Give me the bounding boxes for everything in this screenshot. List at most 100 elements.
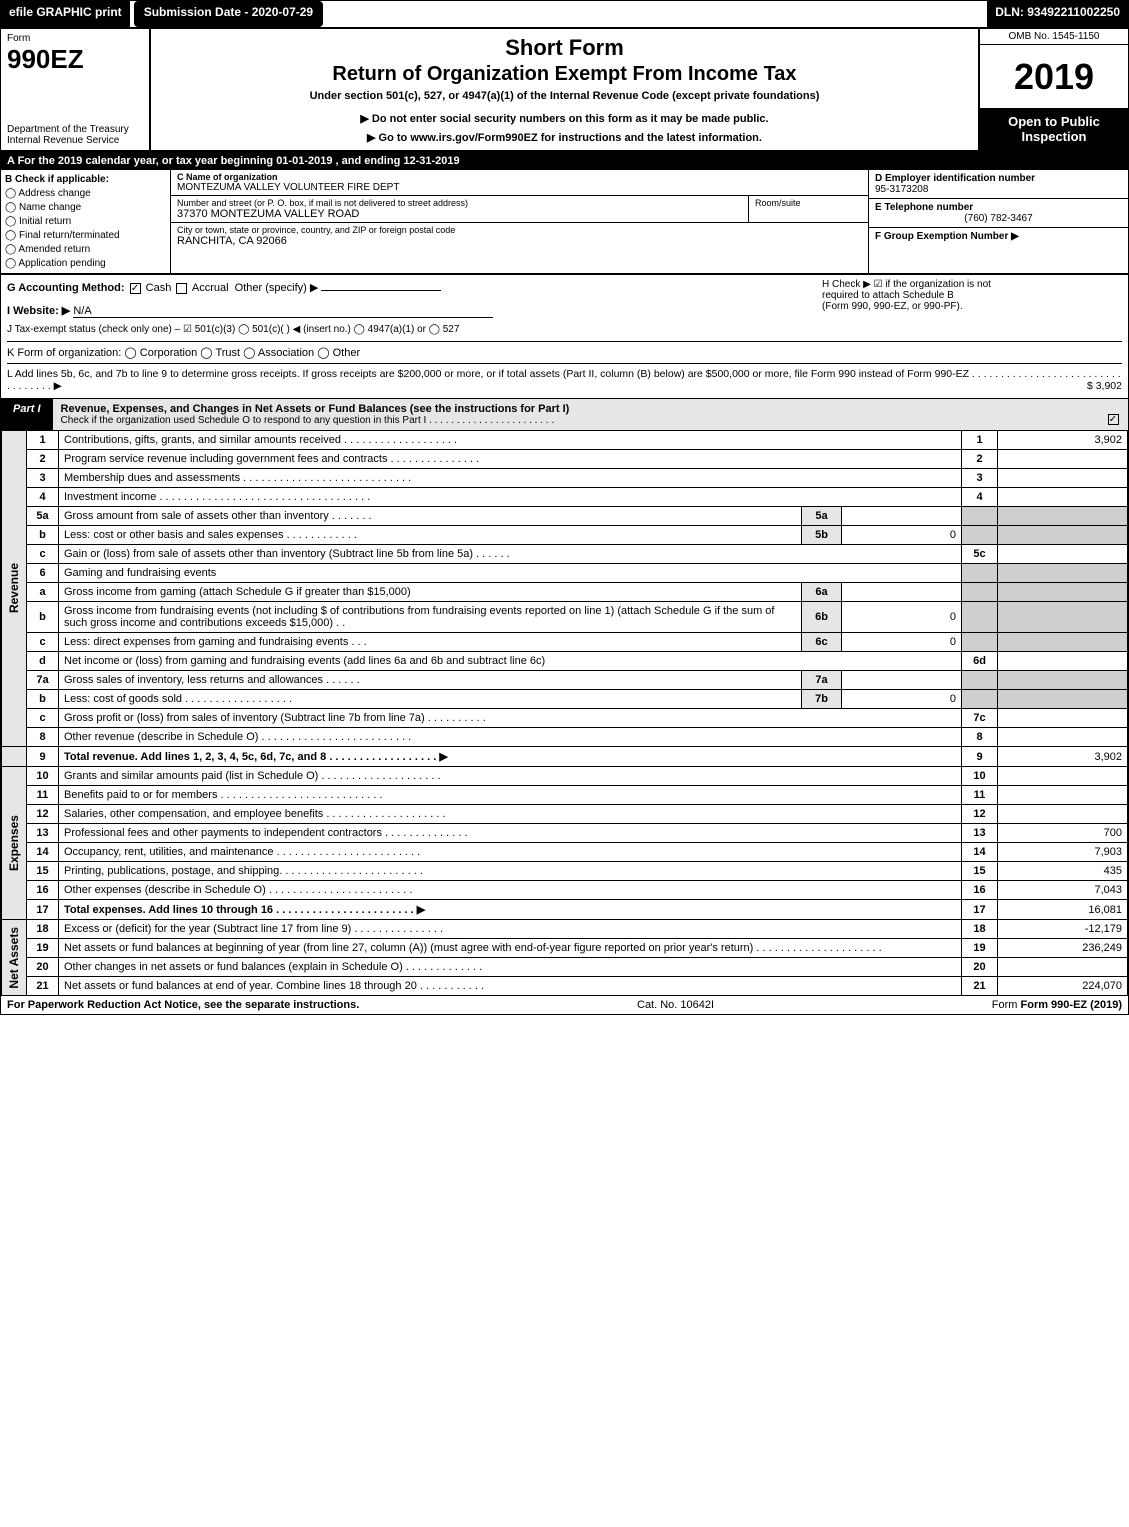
ln11-lnc: 11 <box>962 786 998 805</box>
ln6b-sub: 6b <box>802 602 842 633</box>
side-label-netassets: Net Assets <box>2 920 27 996</box>
ln1-amt: 3,902 <box>998 431 1128 450</box>
part1-subtext: Check if the organization used Schedule … <box>61 415 1090 426</box>
ln1-desc: Contributions, gifts, grants, and simila… <box>59 431 962 450</box>
ln21-amt: 224,070 <box>998 977 1128 996</box>
part1-header: Part I Revenue, Expenses, and Changes in… <box>1 398 1128 430</box>
ln21-lnc: 21 <box>962 977 998 996</box>
ln5b-sub: 5b <box>802 526 842 545</box>
ln5a-desc: Gross amount from sale of assets other t… <box>59 507 802 526</box>
line-l: L Add lines 5b, 6c, and 7b to line 9 to … <box>7 364 1122 396</box>
ln7a-shade <box>962 671 998 690</box>
ln6d-amt <box>998 652 1128 671</box>
ln6-num: 6 <box>27 564 59 583</box>
ln10-desc: Grants and similar amounts paid (list in… <box>59 767 962 786</box>
dept-label: Department of the Treasury <box>7 124 143 135</box>
ln20-amt <box>998 958 1128 977</box>
column-def: D Employer identification number 95-3173… <box>868 170 1128 273</box>
ln7a-num: 7a <box>27 671 59 690</box>
ln20-num: 20 <box>27 958 59 977</box>
chk-cash[interactable] <box>130 283 141 294</box>
ln20-desc: Other changes in net assets or fund bala… <box>59 958 962 977</box>
ln15-amt: 435 <box>998 862 1128 881</box>
street-label: Number and street (or P. O. box, if mail… <box>177 198 742 208</box>
row-e-phone: E Telephone number (760) 782-3467 <box>869 199 1128 228</box>
ln21-desc: Net assets or fund balances at end of ye… <box>59 977 962 996</box>
line-k: K Form of organization: ◯ Corporation ◯ … <box>7 341 1122 364</box>
ln5a-num: 5a <box>27 507 59 526</box>
ln7b-shade <box>962 690 998 709</box>
g-other-input[interactable] <box>321 290 441 291</box>
b-heading: B Check if applicable: <box>5 174 109 185</box>
side-label-expenses: Expenses <box>2 767 27 920</box>
ln17-amt: 16,081 <box>998 900 1128 920</box>
ln1-num: 1 <box>27 431 59 450</box>
ln5a-subval <box>842 507 962 526</box>
chk-initial-return[interactable]: ◯ Initial return <box>5 216 166 227</box>
ln7b-sub: 7b <box>802 690 842 709</box>
ln3-desc: Membership dues and assessments . . . . … <box>59 469 962 488</box>
ln9-desc: Total revenue. Add lines 1, 2, 3, 4, 5c,… <box>64 751 448 763</box>
do-not-enter: ▶ Do not enter social security numbers o… <box>159 112 970 125</box>
top-bar: efile GRAPHIC print Submission Date - 20… <box>1 1 1128 27</box>
chk-amended-return[interactable]: ◯ Amended return <box>5 244 166 255</box>
irs-label: Internal Revenue Service <box>7 135 143 146</box>
chk-label: Name change <box>19 202 81 213</box>
room-suite-label: Room/suite <box>748 196 868 222</box>
ln14-lnc: 14 <box>962 843 998 862</box>
ln17-num: 17 <box>27 900 59 920</box>
chk-final-return[interactable]: ◯ Final return/terminated <box>5 230 166 241</box>
header-left: Form 990EZ Department of the Treasury In… <box>1 29 151 150</box>
row-f-group: F Group Exemption Number ▶ <box>869 228 1128 245</box>
ln6a-amt-shade <box>998 583 1128 602</box>
ln7c-num: c <box>27 709 59 728</box>
form-page: efile GRAPHIC print Submission Date - 20… <box>0 0 1129 1015</box>
d-label: D Employer identification number <box>875 173 1122 184</box>
ln14-num: 14 <box>27 843 59 862</box>
ln6d-num: d <box>27 652 59 671</box>
g-label: G Accounting Method: <box>7 282 125 294</box>
part1-label: Part I <box>1 399 53 430</box>
ln7b-desc: Less: cost of goods sold . . . . . . . .… <box>59 690 802 709</box>
chk-name-change[interactable]: ◯ Name change <box>5 202 166 213</box>
line-j: J Tax-exempt status (check only one) – ☑… <box>7 324 1122 335</box>
org-name: MONTEZUMA VALLEY VOLUNTEER FIRE DEPT <box>177 182 862 193</box>
ln21-num: 21 <box>27 977 59 996</box>
ln7c-amt <box>998 709 1128 728</box>
go-to-link[interactable]: ▶ Go to www.irs.gov/Form990EZ for instru… <box>159 131 970 144</box>
ln16-desc: Other expenses (describe in Schedule O) … <box>59 881 962 900</box>
ln17-lnc: 17 <box>962 900 998 920</box>
city-value: RANCHITA, CA 92066 <box>177 235 862 247</box>
part1-table: Revenue 1 Contributions, gifts, grants, … <box>1 430 1128 996</box>
ln9-num: 9 <box>27 747 59 767</box>
ln7a-sub: 7a <box>802 671 842 690</box>
ln7c-desc: Gross profit or (loss) from sales of inv… <box>59 709 962 728</box>
ln19-lnc: 19 <box>962 939 998 958</box>
footer-right: Form Form 990-EZ (2019) <box>992 999 1122 1011</box>
ln16-lnc: 16 <box>962 881 998 900</box>
ln5a-shade <box>962 507 998 526</box>
h-line1: H Check ▶ ☑ if the organization is not <box>822 279 1122 290</box>
part1-checkbox[interactable] <box>1108 414 1119 425</box>
ln6c-desc: Less: direct expenses from gaming and fu… <box>59 633 802 652</box>
ln11-num: 11 <box>27 786 59 805</box>
chk-label: Initial return <box>19 216 71 227</box>
ln2-num: 2 <box>27 450 59 469</box>
row-d-ein: D Employer identification number 95-3173… <box>869 170 1128 199</box>
ln14-desc: Occupancy, rent, utilities, and maintena… <box>59 843 962 862</box>
ln15-desc: Printing, publications, postage, and shi… <box>59 862 962 881</box>
ln13-lnc: 13 <box>962 824 998 843</box>
chk-address-change[interactable]: ◯ Address change <box>5 188 166 199</box>
ln13-num: 13 <box>27 824 59 843</box>
column-b: B Check if applicable: ◯ Address change … <box>1 170 171 273</box>
tax-year: 2019 <box>980 45 1128 108</box>
ln6b-shade <box>962 602 998 633</box>
chk-accrual[interactable] <box>176 283 187 294</box>
ln8-desc: Other revenue (describe in Schedule O) .… <box>59 728 962 747</box>
ln13-desc: Professional fees and other payments to … <box>59 824 962 843</box>
ln6a-sub: 6a <box>802 583 842 602</box>
ln15-lnc: 15 <box>962 862 998 881</box>
chk-application-pending[interactable]: ◯ Application pending <box>5 258 166 269</box>
footer-left: For Paperwork Reduction Act Notice, see … <box>7 999 359 1011</box>
efile-label: efile GRAPHIC print <box>1 1 130 27</box>
